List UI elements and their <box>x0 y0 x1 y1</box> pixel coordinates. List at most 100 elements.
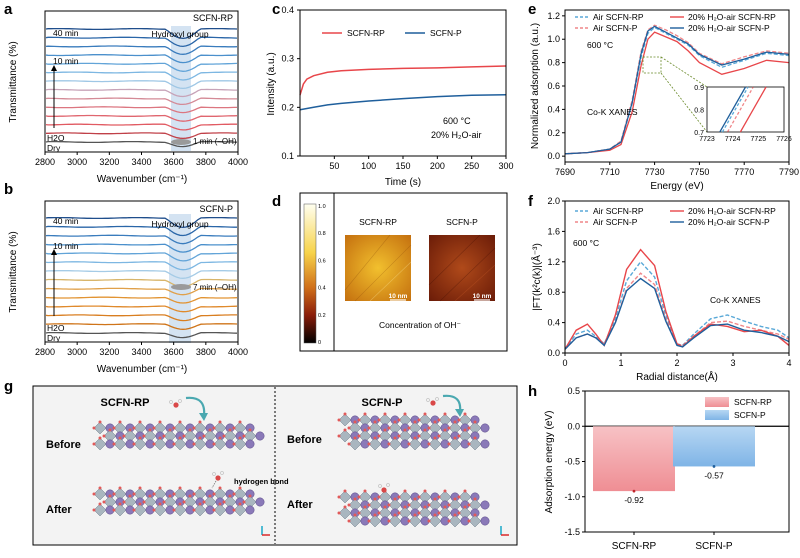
panel-a-arrow-note: 1 min (–OH) <box>193 137 237 146</box>
oxygen-atom <box>417 418 421 422</box>
oxygen-atom <box>353 497 357 501</box>
oxygen-atom <box>377 495 381 499</box>
a-site-atom <box>245 439 255 449</box>
oxygen-atom <box>417 511 421 515</box>
oxygen-atom <box>423 428 427 432</box>
x-tick-label: 100 <box>361 161 376 171</box>
oxygen-atom <box>158 420 162 424</box>
oxygen-atom <box>383 505 387 509</box>
oxygen-atom <box>198 436 202 440</box>
y-tick-label: 0.2 <box>547 128 560 138</box>
oxygen-atom <box>373 513 377 517</box>
panel-c-note-gas: 20% H₂O-air <box>431 130 482 140</box>
oxygen-atom <box>383 412 387 416</box>
oxygen-atom <box>417 434 421 438</box>
oxygen-atom <box>172 442 176 446</box>
oxygen-atom <box>148 494 152 498</box>
oxygen-atom <box>248 494 252 498</box>
y-tick-label: 0.5 <box>567 386 580 396</box>
oxygen-atom <box>343 505 347 509</box>
oxygen-atom <box>172 426 176 430</box>
oxygen-atom <box>403 489 407 493</box>
x-tick-label: 250 <box>464 161 479 171</box>
spectrum-line <box>45 287 237 296</box>
oxygen-atom <box>142 434 146 438</box>
x-tick-label: 3400 <box>131 157 151 167</box>
oxygen-atom <box>192 492 196 496</box>
oxygen-atom <box>182 500 186 504</box>
colorbar <box>303 203 317 344</box>
oxygen-atom <box>218 486 222 490</box>
spectrum-line <box>45 80 238 90</box>
spectrum-line <box>45 270 238 279</box>
panel-e-zoom-guide-2 <box>660 72 708 133</box>
panel-c-frame <box>299 9 507 157</box>
oxygen-atom <box>122 500 126 504</box>
oxygen-atom <box>437 434 441 438</box>
panel-e-frame <box>564 9 790 163</box>
oxygen-atom <box>162 500 166 504</box>
oxygen-atom <box>373 436 377 440</box>
y-tick-label: 1.0 <box>547 34 560 44</box>
x-tick-label: 4000 <box>228 157 248 167</box>
oxygen-atom <box>192 426 196 430</box>
panel-h-frame <box>584 390 790 533</box>
spectrum-line <box>45 323 238 330</box>
oxygen-atom <box>387 442 391 446</box>
oxygen-atom <box>463 412 467 416</box>
oxygen-atom <box>238 502 242 506</box>
oxygen-atom <box>427 442 431 446</box>
oxygen-atom <box>347 442 351 446</box>
panel-letter-e: e <box>528 1 536 18</box>
colorbar-tick-label: 0.2 <box>318 313 326 319</box>
oxygen-atom <box>423 505 427 509</box>
oxygen-atom <box>228 494 232 498</box>
oxygen-atom <box>238 420 242 424</box>
oxygen-atom <box>178 436 182 440</box>
oxygen-atom <box>467 503 471 507</box>
inset-line-0 <box>721 86 749 133</box>
oxygen-atom <box>397 434 401 438</box>
oxygen-atom <box>447 426 451 430</box>
oxygen-atom <box>413 420 417 424</box>
panel-b-ylabel: Transmittance (%) <box>8 231 19 312</box>
y-tick-label: 0.2 <box>281 102 294 112</box>
spectrum-line <box>45 106 237 114</box>
oxygen-atom <box>337 418 341 422</box>
afm-image-scfn-rp <box>345 235 411 301</box>
afm-image-scfn-p <box>429 235 495 301</box>
legend-label-1: Air SCFN-P <box>593 23 638 33</box>
oxygen-atom <box>168 428 172 432</box>
oxygen-atom <box>347 503 351 507</box>
panel-e-plot: 7690 7710 7730 7750 7770 7790 0.0 0.2 0.4 0.6 0.8 1… <box>547 11 799 177</box>
oxygen-atom <box>363 412 367 416</box>
oxygen-atom <box>427 503 431 507</box>
crystal-scfn-p-before <box>337 412 490 451</box>
oxygen-atom <box>467 519 471 523</box>
spectrum-line <box>45 27 238 40</box>
oxygen-atom <box>138 420 142 424</box>
panel-c-xlabel: Time (s) <box>385 177 421 188</box>
inset-line-1 <box>726 86 754 133</box>
panel-f-edge-label: Co-K XANES <box>710 295 761 305</box>
legend-label-2: 20% H₂O-air SCFN-RP <box>688 12 776 22</box>
panel-a-oh-marker <box>171 139 191 145</box>
oxygen-atom <box>132 442 136 446</box>
a-site-atom <box>480 439 490 449</box>
oxygen-atom <box>343 489 347 493</box>
oxygen-atom <box>128 428 132 432</box>
oxygen-atom <box>453 420 457 424</box>
panel-b-dry: Dry <box>47 333 61 343</box>
legend-label-3: 20% H₂O-air SCFN-P <box>688 23 770 33</box>
panel-c-note-temp: 600 °C <box>443 116 471 126</box>
oxygen-atom <box>347 519 351 523</box>
oxygen-atom <box>423 489 427 493</box>
x-tick-label: SCFN-P <box>695 541 733 552</box>
legend-label-scfn-p: SCFN-P <box>430 28 462 38</box>
oxygen-atom <box>188 428 192 432</box>
x-tick-label: 7690 <box>555 167 575 177</box>
panel-a-dry: Dry <box>47 143 61 153</box>
colorbar-tick-label: 1.0 <box>318 204 326 210</box>
y-tick-label: 1.2 <box>547 257 560 267</box>
oxygen-atom <box>212 442 216 446</box>
